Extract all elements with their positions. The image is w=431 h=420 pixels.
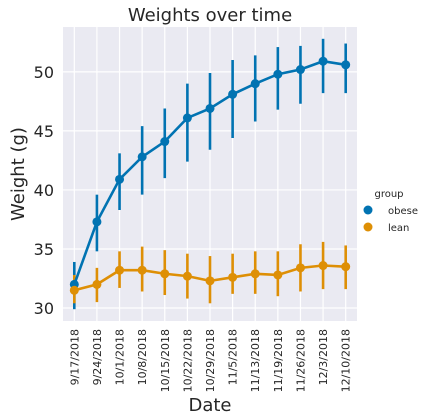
y-tick-label: 40 — [34, 181, 54, 200]
y-tick-label: 30 — [34, 299, 54, 318]
data-point — [205, 276, 215, 286]
data-point — [273, 69, 283, 79]
x-tick-label: 11/5/2018 — [227, 329, 240, 385]
data-point — [318, 56, 328, 66]
legend-marker — [363, 222, 373, 232]
x-tick-label: 9/17/2018 — [68, 329, 81, 385]
data-point — [341, 60, 351, 70]
data-point — [137, 152, 147, 162]
chart-title: Weights over time — [128, 5, 292, 26]
legend-title: group — [374, 189, 403, 200]
y-tick-label: 50 — [34, 63, 54, 82]
y-tick-label: 45 — [34, 122, 54, 141]
y-tick-labels: 30 35 40 45 50 — [34, 63, 54, 318]
y-axis-label: Weight (g) — [8, 127, 29, 221]
data-point — [318, 261, 328, 271]
legend: group obese lean — [363, 189, 418, 234]
data-point — [182, 113, 192, 123]
data-point — [250, 79, 260, 89]
data-point — [92, 217, 102, 227]
data-point — [295, 263, 305, 273]
data-point — [92, 279, 102, 289]
series-points — [69, 56, 351, 295]
data-point — [160, 269, 170, 279]
legend-label: lean — [388, 223, 409, 234]
y-tick-label: 35 — [34, 240, 54, 259]
x-axis-label: Date — [188, 395, 231, 416]
data-point — [250, 269, 260, 279]
legend-marker — [363, 205, 373, 215]
data-point — [115, 265, 125, 275]
data-point — [295, 65, 305, 75]
data-point — [69, 285, 79, 295]
x-tick-label: 11/13/2018 — [249, 329, 262, 392]
x-tick-label: 12/10/2018 — [340, 329, 353, 392]
x-tick-label: 10/8/2018 — [136, 329, 149, 385]
data-point — [160, 137, 170, 147]
data-point — [273, 270, 283, 280]
data-point — [341, 262, 351, 272]
legend-label: obese — [388, 206, 418, 217]
data-point — [115, 174, 125, 184]
x-tick-label: 11/19/2018 — [272, 329, 285, 392]
data-point — [182, 271, 192, 281]
x-tick-label: 10/22/2018 — [181, 329, 194, 392]
x-tick-label: 10/15/2018 — [159, 329, 172, 392]
data-point — [228, 89, 238, 99]
x-tick-label: 10/29/2018 — [204, 329, 217, 392]
x-tick-label: 9/24/2018 — [91, 329, 104, 385]
x-tick-label: 12/3/2018 — [317, 329, 330, 385]
data-point — [205, 103, 215, 113]
data-point — [137, 265, 147, 275]
data-point — [228, 272, 238, 282]
x-tick-labels: 9/17/2018 9/24/2018 10/1/2018 10/8/2018 10/1… — [68, 329, 352, 392]
x-tick-label: 10/1/2018 — [114, 329, 127, 385]
x-tick-label: 11/26/2018 — [294, 329, 307, 392]
